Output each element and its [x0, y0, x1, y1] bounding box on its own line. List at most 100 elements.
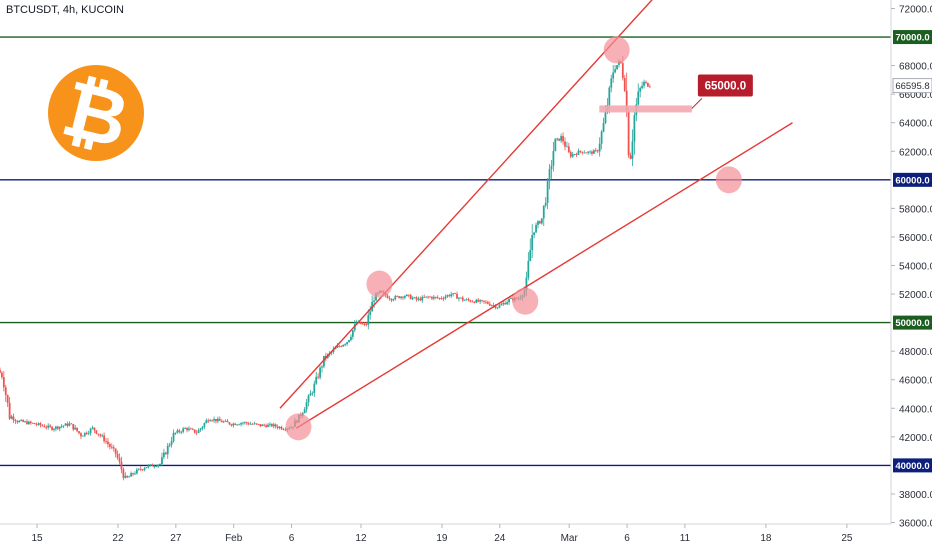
candle-body: [440, 298, 443, 299]
candle-body: [492, 305, 495, 306]
candle-body: [139, 468, 142, 470]
candle-body: [28, 421, 30, 425]
candle-body: [498, 305, 501, 308]
candle-body: [442, 298, 445, 300]
candle-body: [49, 425, 52, 427]
candle-body: [261, 424, 264, 427]
candle-body: [639, 87, 642, 92]
touch-point-marker: [285, 413, 312, 441]
candle-body: [589, 151, 591, 153]
y-tick-label: 38000.0: [899, 490, 932, 501]
candle-body: [141, 469, 144, 471]
candle-body: [629, 155, 632, 159]
x-tick-label: 18: [760, 533, 772, 544]
candle-body: [81, 435, 84, 437]
x-tick-label: 22: [112, 533, 124, 544]
candle-body: [56, 426, 59, 429]
candle-body: [446, 295, 449, 297]
candle-body: [504, 303, 507, 305]
candle-body: [26, 421, 28, 425]
current-price-label: 66595.8: [895, 81, 929, 92]
candle-body: [533, 232, 536, 236]
candle-body: [2, 377, 5, 388]
candle-body: [483, 300, 485, 302]
candle-body: [247, 423, 250, 425]
candle-body: [469, 300, 472, 302]
candle-body: [436, 297, 439, 299]
candle-body: [621, 63, 624, 79]
candle-body: [60, 426, 63, 427]
candle-body: [224, 420, 227, 422]
candle-body: [475, 299, 478, 303]
x-tick-label: 24: [494, 533, 506, 544]
candle-body: [157, 464, 159, 467]
trendline-upper-channel: [279, 0, 653, 409]
candle-body: [18, 420, 21, 423]
candle-body: [232, 423, 235, 426]
candle-body: [569, 152, 572, 157]
candle-body: [276, 426, 279, 428]
candle-body: [386, 295, 389, 299]
y-tick-label: 66000.0: [899, 90, 932, 101]
resistance-zone: [599, 105, 692, 113]
candle-body: [64, 423, 67, 426]
candle-body: [539, 221, 541, 224]
candle-body: [479, 300, 482, 302]
candle-body: [567, 146, 570, 153]
candle-body: [191, 428, 194, 430]
candle-body: [581, 151, 584, 153]
candle-body: [434, 296, 437, 298]
candle-body: [643, 81, 645, 86]
candle-body: [207, 420, 210, 422]
candle-body: [41, 425, 44, 427]
candle-body: [197, 430, 200, 433]
candle-body: [411, 297, 414, 300]
candle-body: [176, 430, 179, 433]
bitcoin-logo: ₿: [48, 64, 144, 164]
x-tick-label: 12: [355, 533, 367, 544]
candle-body: [6, 395, 9, 403]
candle-body: [91, 427, 94, 429]
candle-body: [431, 296, 433, 299]
candle-body: [259, 424, 262, 427]
y-tick-label: 44000.0: [899, 404, 932, 415]
x-tick-label: 27: [170, 533, 182, 544]
candle-body: [350, 336, 352, 341]
candle-body: [249, 423, 252, 425]
y-tick-label: 48000.0: [899, 347, 932, 358]
candle-body: [602, 122, 605, 132]
candle-body: [159, 463, 161, 465]
candle-body: [97, 433, 100, 435]
candle-body: [417, 298, 420, 300]
y-tick-label: 68000.0: [899, 62, 932, 73]
candle-body: [305, 402, 308, 410]
candle-body: [263, 424, 266, 426]
candle-body: [641, 85, 644, 88]
candle-body: [145, 467, 148, 469]
candle-body: [459, 297, 462, 299]
candle-body: [645, 81, 647, 83]
trendlines-layer: [279, 0, 793, 429]
candle-body: [500, 304, 503, 306]
candle-body: [612, 72, 615, 79]
candle-body: [346, 342, 348, 344]
candle-body: [367, 315, 370, 325]
candle-body: [353, 324, 356, 331]
candle-body: [407, 294, 410, 296]
candle-body: [450, 294, 453, 297]
candle-body: [12, 416, 15, 421]
candle-body: [546, 181, 549, 203]
candle-body: [101, 435, 104, 437]
candle-body: [359, 321, 362, 324]
touch-point-marker: [512, 287, 539, 315]
candle-body: [593, 150, 595, 154]
candle-body: [623, 78, 626, 91]
candle-body: [201, 426, 204, 429]
callout-connector: [691, 98, 703, 109]
candle-body: [363, 323, 366, 325]
price-callout[interactable]: 65000.0: [691, 74, 753, 109]
candle-body: [544, 202, 547, 206]
candle-body: [604, 111, 607, 123]
zone-layer: [599, 105, 692, 113]
